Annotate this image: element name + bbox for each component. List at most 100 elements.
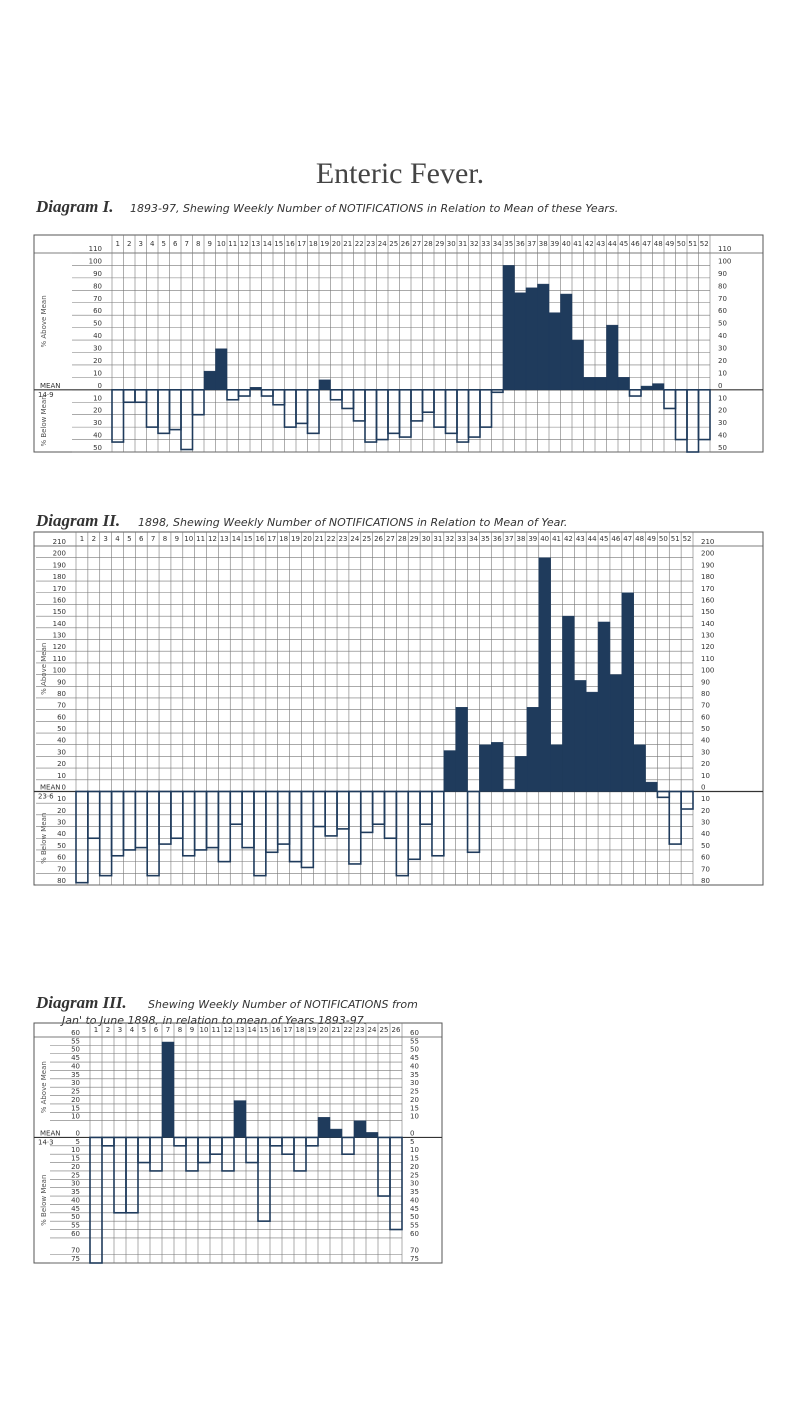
y-tick-label: 70 <box>701 865 710 873</box>
y-tick-label: 40 <box>57 830 66 838</box>
week-label: 19 <box>308 1026 317 1034</box>
y-tick-label: 80 <box>718 282 727 290</box>
week-label: 40 <box>562 240 571 248</box>
bar <box>364 389 378 443</box>
y-tick-label: 210 <box>53 538 66 546</box>
week-label: 4 <box>130 1026 135 1034</box>
y-tick-label: 190 <box>701 561 714 569</box>
week-label: 26 <box>401 240 410 248</box>
week-label: 51 <box>688 240 697 248</box>
y-tick-label: 30 <box>57 819 66 827</box>
bar <box>269 1136 283 1147</box>
week-label: 7 <box>185 240 189 248</box>
y-tick-label: 60 <box>718 307 727 315</box>
bar <box>395 790 410 877</box>
week-label: 22 <box>355 240 364 248</box>
week-label: 21 <box>315 535 324 543</box>
bar <box>467 389 481 438</box>
y-tick-label: 40 <box>718 432 727 440</box>
week-label: 18 <box>279 535 288 543</box>
y-axis-label: % Above Mean <box>40 295 48 347</box>
week-label: 25 <box>380 1026 389 1034</box>
week-label: 30 <box>447 240 456 248</box>
y-tick-label: 50 <box>718 444 727 452</box>
week-label: 40 <box>540 535 549 543</box>
week-label: 14 <box>263 240 272 248</box>
week-label: 32 <box>445 535 454 543</box>
bar <box>317 1117 331 1138</box>
y-tick-label: 25 <box>410 1088 419 1096</box>
y-tick-label: 60 <box>701 713 710 721</box>
week-label: 15 <box>260 1026 269 1034</box>
y-tick-label: 10 <box>71 1113 80 1121</box>
y-tick-label: 50 <box>701 842 710 850</box>
week-label: 26 <box>392 1026 401 1034</box>
week-label: 10 <box>217 240 226 248</box>
week-label: 8 <box>196 240 200 248</box>
week-label: 23 <box>339 535 348 543</box>
bar <box>249 387 262 391</box>
y-tick-label: 5 <box>410 1138 414 1146</box>
week-label: 51 <box>671 535 680 543</box>
y-tick-label: 120 <box>53 643 66 651</box>
y-tick-label: 60 <box>701 854 710 862</box>
bar <box>122 389 136 404</box>
week-label: 24 <box>378 240 387 248</box>
bar <box>680 790 694 810</box>
y-tick-label: 50 <box>93 320 102 328</box>
y-tick-label: 10 <box>701 795 710 803</box>
week-label: 24 <box>368 1026 377 1034</box>
bar <box>398 389 412 438</box>
y-tick-label: 20 <box>93 407 102 415</box>
week-label: 37 <box>505 535 514 543</box>
week-label: 33 <box>457 535 466 543</box>
week-label: 1 <box>80 535 84 543</box>
bar <box>180 389 194 451</box>
week-label: 19 <box>320 240 329 248</box>
week-label: 12 <box>224 1026 233 1034</box>
y-tick-label: 10 <box>93 369 102 377</box>
week-label: 43 <box>596 240 605 248</box>
week-label: 25 <box>362 535 371 543</box>
bar <box>113 1136 127 1214</box>
bar <box>455 707 468 792</box>
bar <box>387 389 401 435</box>
y-tick-label: 30 <box>410 1079 419 1087</box>
bar <box>348 790 362 865</box>
bar <box>466 790 481 854</box>
bar <box>283 389 297 428</box>
week-label: 52 <box>700 240 709 248</box>
y-axis-label: % Above Mean <box>40 643 48 695</box>
week-label: 11 <box>228 240 237 248</box>
y-tick-label: 90 <box>718 270 727 278</box>
week-label: 6 <box>154 1026 159 1034</box>
week-label: 10 <box>200 1026 209 1034</box>
bar <box>431 790 445 857</box>
y-tick-label: 80 <box>701 877 710 885</box>
week-label: 18 <box>296 1026 305 1034</box>
week-label: 19 <box>291 535 300 543</box>
y-tick-label: 10 <box>410 1113 419 1121</box>
week-label: 52 <box>683 535 692 543</box>
bar <box>134 389 148 404</box>
y-tick-label: 45 <box>71 1054 80 1062</box>
week-label: 3 <box>118 1026 122 1034</box>
y-tick-label: 60 <box>71 1230 80 1238</box>
bar <box>181 790 196 857</box>
bar <box>145 389 159 428</box>
y-tick-label: 140 <box>53 620 66 628</box>
bar <box>574 680 587 792</box>
bar <box>548 312 561 391</box>
bar <box>229 790 243 826</box>
bar <box>526 707 540 792</box>
bar <box>306 389 320 435</box>
week-label: 24 <box>350 535 359 543</box>
week-label: 7 <box>166 1026 170 1034</box>
bar <box>525 287 538 391</box>
y-tick-label: 40 <box>71 1062 80 1070</box>
y-tick-label: 170 <box>53 585 66 593</box>
week-label: 29 <box>435 240 444 248</box>
y-tick-label: 40 <box>71 1196 80 1204</box>
y-tick-label: 50 <box>93 444 102 452</box>
bar <box>514 292 527 391</box>
